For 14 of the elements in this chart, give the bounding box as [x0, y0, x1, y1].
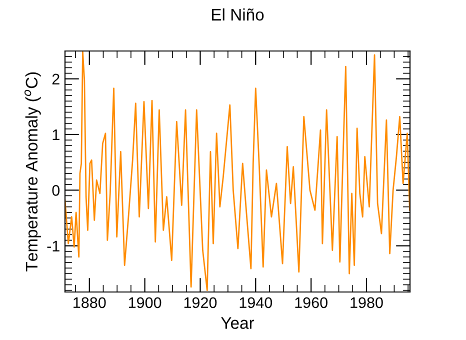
line-series [65, 51, 410, 292]
x-tick-label: 1940 [240, 297, 272, 308]
x-tick-label: 1900 [128, 297, 162, 308]
y-axis-title: Temperature Anomaly ($^{o}$C) [24, 72, 41, 272]
y-tick-label: 2 [52, 74, 60, 84]
y-tick-label: 0 [52, 185, 60, 196]
x-tick-label: 1980 [350, 297, 383, 308]
y-tick-label: 1 [52, 130, 60, 140]
x-tick-label: 1920 [184, 297, 217, 308]
chart-title: El Niño [212, 8, 264, 21]
x-tick-label: 1960 [295, 297, 328, 308]
x-axis-title: Year [221, 317, 254, 329]
x-tick-label: 1880 [74, 297, 106, 308]
y-tick-label: -1 [47, 240, 60, 252]
